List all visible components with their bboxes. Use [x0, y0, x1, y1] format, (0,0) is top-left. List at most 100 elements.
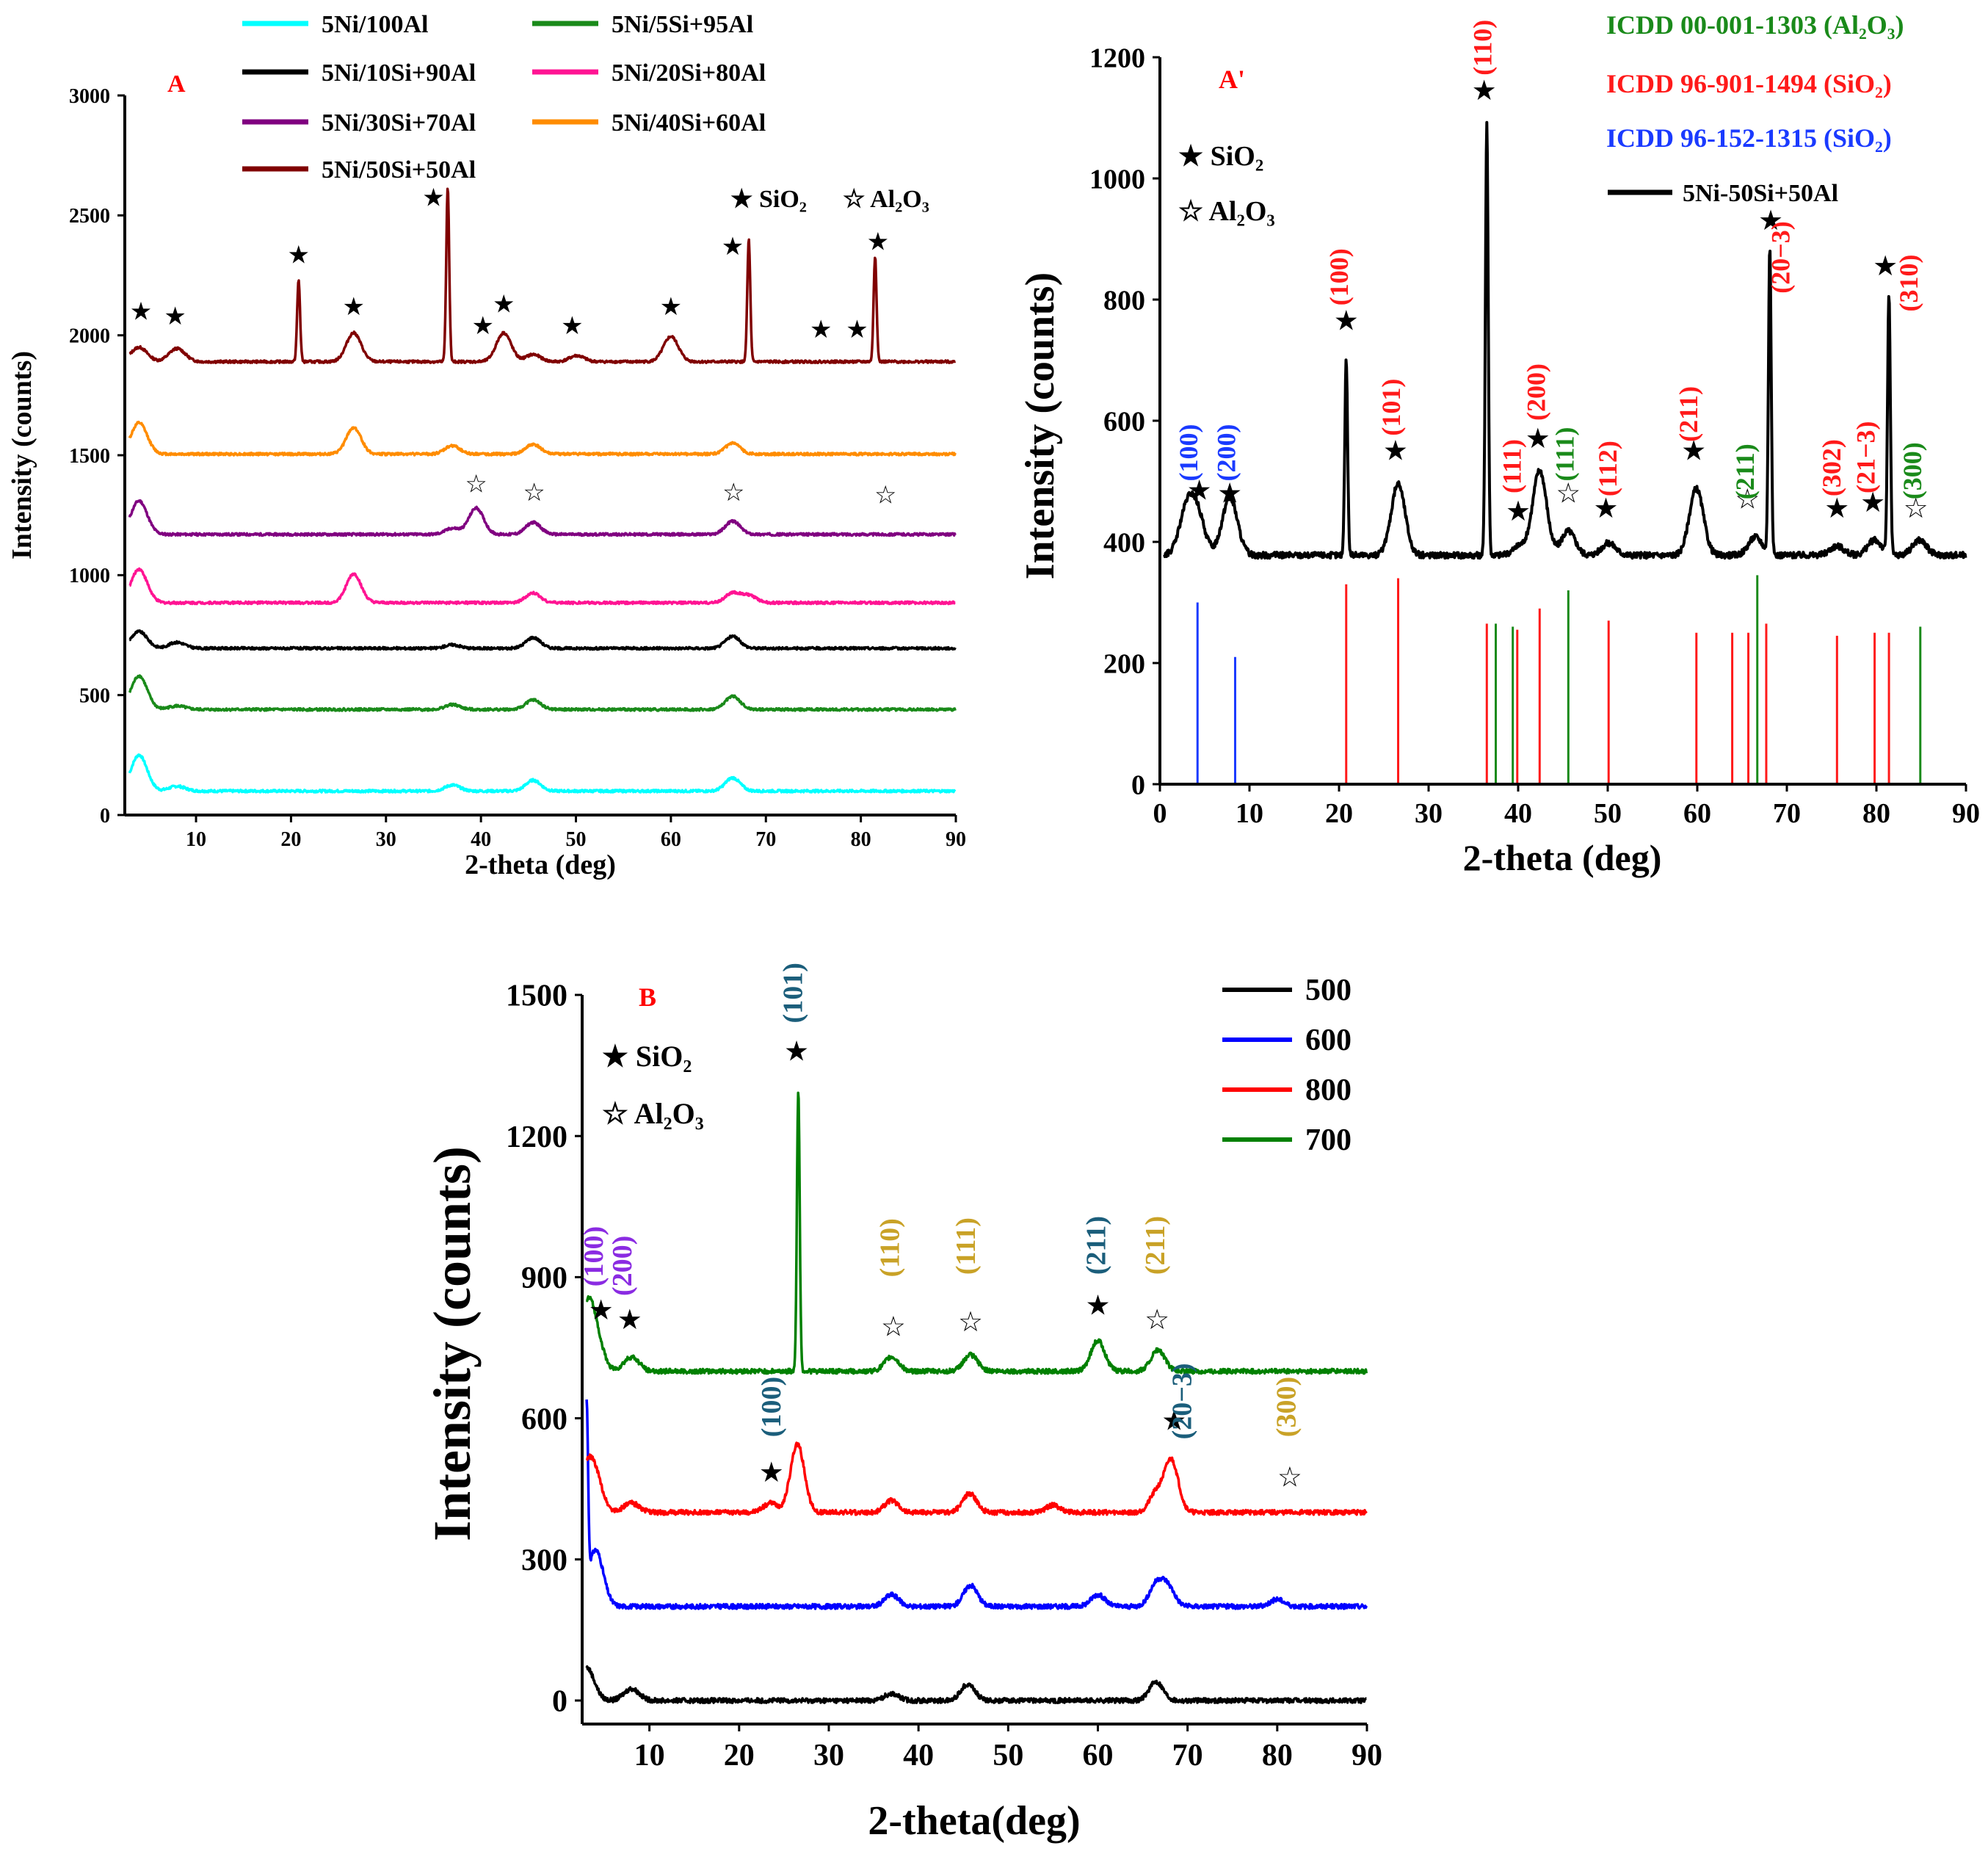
- miller-index-label: (21−3): [1851, 421, 1881, 494]
- y-tick-label: 1200: [1089, 43, 1145, 73]
- x-tick-label: 20: [724, 1739, 755, 1772]
- al2o3-star-marker: ☆: [1556, 478, 1581, 509]
- sio2-star-marker: ★: [343, 294, 365, 321]
- legend-item: 600: [1222, 1024, 1352, 1057]
- series-line: [585, 1399, 1368, 1610]
- panel-a-prime-y-title: Intensity (counts): [1017, 272, 1063, 579]
- legend-item: 800: [1222, 1073, 1352, 1107]
- miller-index-label: (101): [777, 963, 808, 1023]
- x-tick-label: 30: [813, 1739, 844, 1772]
- series-line: [128, 499, 957, 537]
- miller-index-label: (20−3): [1167, 1363, 1198, 1439]
- panel-a-y-title: Intensity (counts): [7, 351, 37, 560]
- x-tick-label: 60: [1683, 798, 1711, 829]
- x-tick-label: 70: [755, 828, 776, 851]
- x-tick-label: 90: [946, 828, 966, 851]
- miller-index-label: (112): [1593, 441, 1622, 496]
- sio2-star-marker: ★: [589, 1295, 614, 1326]
- svg-text:5Ni/20Si+80Al: 5Ni/20Si+80Al: [612, 59, 766, 87]
- marker-legend-sio2: ★ SiO₂: [730, 186, 807, 213]
- y-tick-label: 1200: [506, 1120, 567, 1154]
- series-line: [128, 629, 957, 651]
- x-tick-label: 60: [1082, 1739, 1113, 1772]
- panel-b-x-title: 2-theta(deg): [868, 1798, 1080, 1844]
- svg-text:500: 500: [1305, 974, 1352, 1007]
- y-tick-label: 1000: [1089, 164, 1145, 195]
- sio2-star-marker: ★: [1472, 76, 1497, 106]
- panel-a-prime-ticks: 0 10 20 30 40 50 60 70 80 90 0 200 400 600 800 1000 1200: [1089, 43, 1980, 829]
- x-tick-label: 0: [1153, 798, 1167, 829]
- al2o3-star-marker: ☆: [523, 479, 545, 507]
- sio2-star-marker: ★: [1526, 424, 1550, 455]
- y-tick-label: 1000: [69, 565, 110, 587]
- al2o3-star-marker: ☆: [958, 1307, 983, 1338]
- y-tick-label: 900: [521, 1261, 567, 1295]
- x-tick-label: 30: [1415, 798, 1443, 829]
- al2o3-star-marker: ☆: [1277, 1462, 1302, 1493]
- marker-legend-al2o3: ☆ Al₂O₃: [1178, 196, 1275, 227]
- x-tick-label: 50: [993, 1739, 1023, 1772]
- x-tick-label: 70: [1172, 1739, 1203, 1772]
- al2o3-star-marker: ☆: [1144, 1305, 1169, 1336]
- x-tick-label: 50: [566, 828, 587, 851]
- series-line: [585, 1665, 1368, 1704]
- miller-index-label: (300): [1898, 442, 1927, 499]
- panel-a-plot-area: ★ ★★★★★★★★★★ ★★☆ ☆ ☆ ☆: [128, 184, 957, 794]
- sio2-star-marker: ★: [471, 313, 493, 340]
- x-tick-label: 30: [376, 828, 396, 851]
- sio2-star-marker: ★: [422, 184, 444, 211]
- legend-item: 5Ni/20Si+80Al: [532, 59, 766, 87]
- marker-legend-sio2: ★ SiO₂: [602, 1040, 692, 1073]
- y-tick-label: 500: [79, 684, 110, 707]
- miller-index-label: (300): [1271, 1377, 1302, 1437]
- al2o3-star-marker: ☆: [722, 479, 744, 507]
- sio2-star-marker: ★: [1681, 436, 1706, 467]
- sio2-star-marker: ★: [1085, 1291, 1110, 1322]
- miller-index-label: (302): [1817, 439, 1846, 496]
- panel-a-x-title: 2-theta (deg): [465, 850, 616, 880]
- marker-legend-sio2: ★ SiO₂: [1178, 141, 1263, 172]
- series-line: [128, 420, 957, 457]
- al2o3-star-marker: ☆: [874, 482, 896, 509]
- svg-text:5Ni/5Si+95Al: 5Ni/5Si+95Al: [612, 11, 753, 38]
- sio2-star-marker: ★: [1594, 493, 1619, 524]
- sio2-star-marker: ★: [1217, 478, 1242, 509]
- miller-index-label: (110): [1468, 20, 1497, 76]
- panel-a-ticks: 10 20 30 40 50 60 70 80 90 0 500 1000 1500 2000 2500 30…: [69, 85, 966, 851]
- svg-text:5Ni/50Si+50Al: 5Ni/50Si+50Al: [322, 156, 476, 184]
- sio2-star-marker: ★: [1506, 496, 1531, 527]
- sio2-star-marker: ★: [1824, 493, 1849, 524]
- y-tick-label: 600: [1103, 406, 1145, 437]
- panel-a-prime-x-title: 2-theta (deg): [1463, 837, 1662, 878]
- sio2-star-marker: ★: [660, 294, 682, 321]
- panel-b-y-title: Intensity (counts): [423, 1146, 482, 1541]
- miller-index-label: (310): [1894, 255, 1923, 312]
- miller-index-label: (100): [578, 1226, 609, 1286]
- marker-legend-al2o3: ☆ Al₂O₃: [602, 1097, 704, 1130]
- y-tick-label: 600: [521, 1402, 567, 1436]
- sio2-star-marker: ★: [1873, 251, 1898, 282]
- x-tick-label: 40: [903, 1739, 934, 1772]
- sio2-star-marker: ★: [1334, 305, 1359, 336]
- legend-item: 700: [1222, 1123, 1352, 1157]
- legend-item: 5Ni/100Al: [242, 11, 428, 38]
- al2o3-star-marker: ☆: [881, 1311, 906, 1342]
- legend-item: 5Ni/5Si+95Al: [532, 11, 753, 38]
- x-tick-label: 80: [1862, 798, 1890, 829]
- x-tick-label: 60: [661, 828, 681, 851]
- svg-text:5Ni/40Si+60Al: 5Ni/40Si+60Al: [612, 109, 766, 137]
- sio2-star-marker: ★: [846, 316, 868, 344]
- x-tick-label: 90: [1952, 798, 1980, 829]
- sio2-star-marker: ★: [493, 292, 515, 319]
- y-tick-label: 1500: [69, 445, 110, 468]
- y-tick-label: 3000: [69, 85, 110, 108]
- miller-index-label: (200): [607, 1236, 638, 1296]
- series-line: [585, 1091, 1368, 1375]
- y-tick-label: 1500: [506, 979, 567, 1013]
- series-line: [585, 1441, 1368, 1516]
- panel-a-legend: 5Ni/100Al 5Ni/5Si+95Al 5Ni/10Si+90Al 5Ni…: [242, 11, 929, 213]
- series-line: [128, 674, 957, 712]
- panel-a-prime-legend: ICDD 00-001-1303 (Al₂O₃) ICDD 96-901-149…: [1178, 10, 1904, 227]
- legend-item: ICDD 00-001-1303 (Al₂O₃): [1606, 10, 1904, 40]
- sio2-star-marker: ★: [1383, 436, 1408, 467]
